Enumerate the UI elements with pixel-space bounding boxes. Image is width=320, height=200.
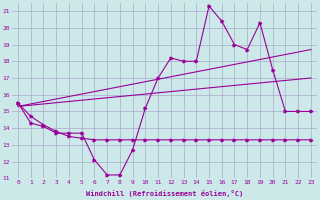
X-axis label: Windchill (Refroidissement éolien,°C): Windchill (Refroidissement éolien,°C) xyxy=(86,190,243,197)
